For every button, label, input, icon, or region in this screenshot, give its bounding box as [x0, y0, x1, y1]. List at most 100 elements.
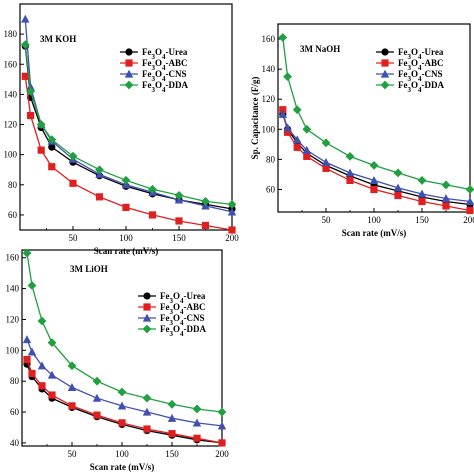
data-point	[21, 72, 29, 80]
x-tick-label: 100	[115, 449, 129, 459]
y-tick-label: 160	[4, 59, 18, 69]
data-point	[143, 425, 151, 433]
data-point	[22, 335, 32, 344]
data-point	[174, 190, 184, 200]
legend-marker	[380, 80, 390, 90]
data-point	[283, 123, 292, 132]
legend-label: Fe3O4-CNS	[398, 69, 443, 83]
data-point	[302, 124, 312, 134]
data-point	[218, 439, 226, 447]
chart-panel-1: 50 100 150 200 60 80 100 120 140 160 180 Scan rate …	[4, 3, 239, 256]
legend-label: Fe3O4-CNS	[160, 313, 205, 327]
panel-title: 3M KOH	[40, 34, 76, 44]
y-tick-label: 100	[4, 150, 18, 160]
legend-marker	[381, 59, 389, 67]
data-point	[142, 393, 152, 403]
legend-marker	[143, 292, 151, 300]
data-point	[279, 106, 287, 114]
y-tick-label: 100	[262, 124, 276, 134]
legend-marker	[381, 48, 389, 56]
data-point	[22, 248, 32, 258]
panel-title: 3M NaOH	[300, 44, 340, 54]
data-point	[228, 226, 236, 234]
legend-marker	[380, 69, 390, 78]
data-point	[217, 421, 227, 430]
data-point	[92, 376, 102, 386]
data-point	[192, 404, 202, 414]
data-point	[393, 168, 403, 178]
data-point	[293, 143, 301, 151]
data-point	[117, 401, 127, 410]
data-point	[321, 138, 331, 148]
data-point	[48, 163, 56, 171]
x-tick-label: 50	[322, 215, 332, 225]
data-point	[67, 382, 77, 391]
legend-label: Fe3O4-ABC	[142, 58, 188, 72]
data-point	[48, 391, 56, 399]
y-tick-label: 140	[262, 64, 276, 74]
data-point	[417, 189, 427, 198]
legend-marker	[125, 59, 133, 67]
data-point	[293, 135, 302, 144]
legend-label: Fe3O4-ABC	[160, 302, 206, 316]
data-point	[441, 180, 451, 190]
y-tick-label: 80	[266, 154, 276, 164]
data-point	[93, 411, 101, 419]
y-tick-label: 160	[6, 253, 20, 263]
data-point	[37, 146, 45, 154]
data-point	[346, 176, 354, 185]
x-tick-label: 150	[165, 449, 179, 459]
data-point	[303, 152, 311, 160]
data-point	[292, 105, 302, 115]
legend-label: Fe3O4-DDA	[160, 324, 207, 338]
x-tick-label: 50	[68, 449, 78, 459]
data-point	[47, 370, 57, 379]
y-tick-label: 120	[4, 120, 18, 130]
y-tick-label: 140	[4, 89, 18, 99]
x-tick-label: 100	[119, 233, 133, 243]
data-point	[466, 206, 474, 215]
data-point	[67, 361, 77, 371]
series-fe3o4-cns	[21, 14, 237, 216]
y-tick-label: 160	[262, 34, 276, 44]
x-tick-label: 200	[225, 233, 239, 243]
legend-marker	[125, 48, 133, 56]
legend-label: Fe3O4-Urea	[160, 291, 206, 305]
data-point	[26, 86, 35, 96]
x-tick-label: 50	[69, 233, 79, 243]
data-point	[345, 151, 355, 161]
data-point	[417, 176, 427, 185]
legend-marker	[142, 313, 152, 322]
x-tick-label: 100	[367, 215, 381, 225]
data-point	[27, 347, 37, 356]
legend-marker	[142, 324, 152, 334]
data-point	[68, 151, 78, 161]
data-point	[201, 196, 210, 206]
y-axis-title: Sp. Capacitance (F/g)	[250, 77, 260, 160]
data-point	[217, 407, 227, 417]
data-point	[23, 355, 31, 364]
series-fe3o4-abc	[21, 72, 236, 234]
data-point	[167, 413, 177, 422]
data-point	[118, 419, 126, 427]
data-point	[322, 164, 330, 172]
data-point	[442, 202, 450, 210]
x-axis-title: Scan rate (mV/s)	[94, 246, 159, 256]
data-point	[278, 33, 288, 42]
data-point	[465, 185, 474, 194]
data-point	[321, 157, 331, 166]
y-tick-label: 140	[6, 284, 20, 294]
data-point	[192, 418, 202, 427]
data-point	[370, 185, 378, 194]
chart-panel-3: 50 100 150 200 40 60 80 100 120 140 160 Scan rate (…	[6, 248, 229, 472]
data-point	[193, 434, 201, 442]
data-point	[227, 199, 237, 209]
data-point	[68, 402, 76, 410]
data-point	[302, 145, 311, 154]
x-tick-label: 150	[415, 215, 429, 225]
data-point	[227, 207, 237, 216]
